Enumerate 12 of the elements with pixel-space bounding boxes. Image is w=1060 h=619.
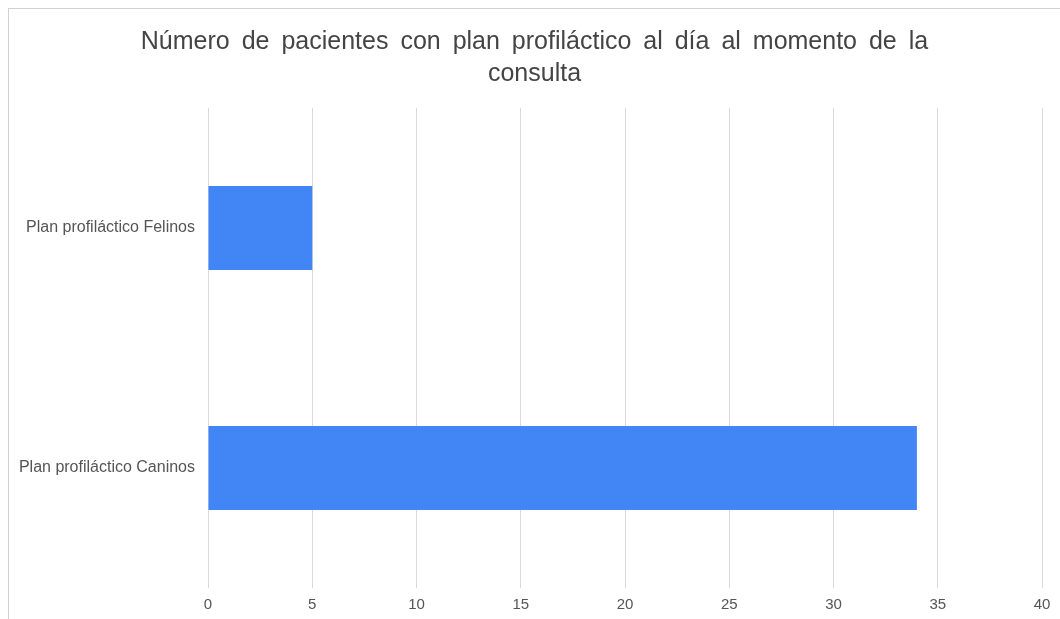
x-tick-label: 5	[308, 595, 317, 613]
x-tick-label: 40	[1033, 595, 1051, 613]
x-tick-label: 35	[929, 595, 947, 613]
x-tick-label: 10	[408, 595, 425, 613]
x-tick-label: 0	[203, 595, 213, 613]
y-tick-label: Plan profiláctico Felinos	[26, 218, 195, 236]
x-tick-label: 20	[616, 595, 634, 613]
y-tick-label: Plan profiláctico Caninos	[18, 458, 195, 476]
chart-title: Número de pacientes con plan profiláctico al día al momento de la consulta	[139, 25, 930, 88]
x-tick-label: 15	[512, 595, 530, 613]
x-tick-label: 30	[825, 595, 842, 613]
x-tick-label: 25	[720, 595, 738, 613]
